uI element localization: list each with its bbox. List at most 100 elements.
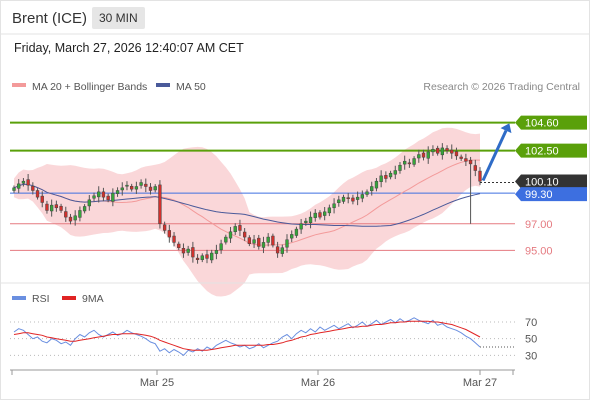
candle-down	[172, 235, 176, 243]
candle-up	[219, 243, 223, 251]
level-label-last: 100.10	[525, 177, 559, 189]
candle-down	[35, 190, 40, 198]
candle-up	[327, 207, 332, 214]
candle-up	[200, 255, 204, 260]
candle-down	[148, 186, 153, 191]
candle-up	[388, 172, 393, 178]
candle-up	[290, 234, 294, 239]
candle-up	[285, 239, 289, 248]
level-label-support: 95.00	[525, 245, 553, 257]
rsi-9ma-line	[13, 320, 481, 351]
candle-up	[97, 191, 101, 198]
candle-up	[313, 212, 317, 218]
candle-down	[271, 235, 275, 246]
x-tick-label: Mar 25	[140, 377, 174, 389]
rsi-lines	[13, 317, 515, 356]
candle-down	[318, 212, 322, 218]
candle-up	[261, 242, 266, 248]
legend-label-ma20: MA 20 + Bollinger Bands	[32, 81, 147, 93]
candle-up	[92, 195, 96, 199]
candle-down	[195, 257, 200, 260]
candle-down	[167, 230, 171, 238]
legend-swatch-rsi	[12, 296, 26, 300]
candle-up	[332, 203, 336, 209]
candle-up	[153, 186, 157, 191]
bollinger-band-fill	[14, 127, 480, 297]
candle-down	[64, 211, 68, 218]
candle-down	[238, 225, 242, 231]
candle-down	[435, 147, 440, 154]
instrument-name: Brent (ICE)	[12, 10, 88, 27]
candle-up	[125, 184, 129, 187]
level-label-pivot: 99.30	[525, 189, 553, 201]
candle-up	[360, 194, 364, 199]
candle-up	[365, 191, 369, 195]
rsi-line	[13, 317, 481, 356]
candle-up	[294, 228, 299, 236]
candle-down	[478, 170, 482, 182]
candle-up	[403, 160, 407, 165]
candle-down	[59, 205, 63, 211]
candle-down	[130, 185, 134, 190]
candle-down	[257, 237, 261, 247]
candle-down	[106, 195, 110, 201]
candle-down	[31, 185, 35, 191]
rsi-legend: RSI 9MA	[12, 293, 104, 305]
candle-up	[379, 175, 383, 182]
candle-up	[417, 154, 421, 159]
legend-swatch-ma50	[156, 83, 170, 87]
candle-up	[299, 223, 303, 230]
candle-up	[426, 151, 430, 159]
x-axis-ticks: Mar 25 Mar 26 Mar 27	[11, 370, 514, 389]
x-tick-label: Mar 26	[301, 377, 335, 389]
level-label-bg-resistance	[515, 143, 587, 158]
legend-swatch-9ma	[62, 296, 76, 300]
level-label-bg-pivot	[515, 187, 587, 202]
candle-up	[214, 250, 219, 254]
bollinger-bands	[14, 127, 480, 297]
candle-up	[78, 210, 82, 218]
timeframe-selector[interactable]: 30 MIN	[92, 7, 145, 29]
rsi-tick-label: 30	[525, 350, 537, 362]
datetime-label: Friday, March 27, 2026 12:40:07 AM CET	[14, 41, 244, 55]
candle-up	[115, 190, 120, 194]
candle-down	[407, 162, 412, 165]
level-label-resistance: 102.50	[525, 146, 559, 158]
candle-down	[384, 175, 388, 179]
research-credit: Research © 2026 Trading Central	[423, 81, 580, 93]
candle-up	[341, 196, 346, 202]
candle-down	[421, 152, 426, 158]
legend-swatch-ma20	[12, 83, 26, 87]
target-arrow	[481, 123, 512, 182]
candle-up	[228, 231, 233, 239]
candle-up	[111, 192, 115, 202]
candle-up	[186, 248, 190, 253]
rsi-grid	[10, 321, 515, 356]
candle-up	[224, 236, 228, 243]
candle-down	[162, 224, 167, 231]
candle-up	[308, 216, 313, 223]
level-label-support: 97.00	[525, 219, 553, 231]
legend-label-9ma: 9MA	[82, 293, 104, 305]
candle-down	[242, 231, 247, 238]
candle-down	[473, 165, 477, 171]
candle-up	[370, 186, 374, 192]
candle-up	[120, 187, 124, 191]
candle-up	[266, 236, 270, 243]
candle-up	[134, 186, 139, 190]
candle-up	[49, 204, 54, 212]
candle-up	[17, 183, 21, 189]
candle-up	[337, 199, 341, 203]
candle-up	[139, 182, 143, 186]
candle-up	[304, 220, 308, 223]
candle-down	[450, 149, 454, 154]
candle-down	[247, 237, 252, 244]
candle-down	[40, 195, 44, 203]
candle-down	[346, 197, 350, 199]
candle-down	[464, 158, 468, 162]
level-label-bg-resistance	[515, 115, 587, 130]
candle-down	[101, 191, 106, 198]
candle-up	[73, 215, 77, 221]
level-label-resistance: 104.60	[525, 118, 559, 130]
